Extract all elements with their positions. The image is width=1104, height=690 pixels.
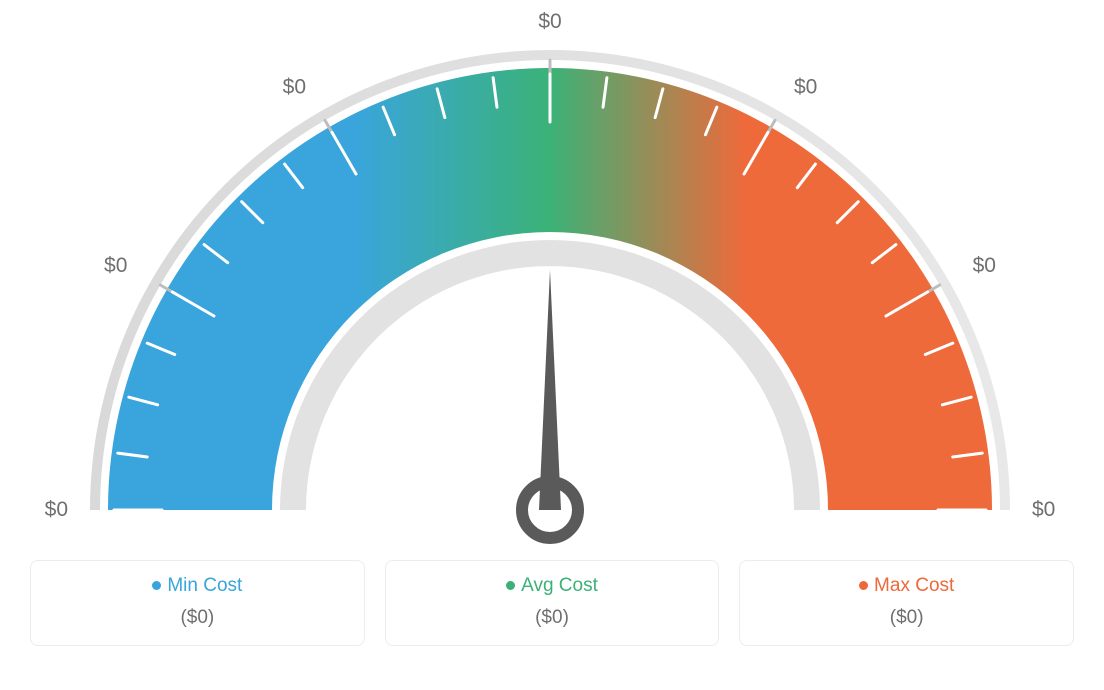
legend-card-avg: Avg Cost ($0) <box>385 560 720 646</box>
svg-text:$0: $0 <box>973 254 996 277</box>
gauge-svg: $0 $0 $0 $0 $0 $0 $0 <box>30 10 1074 550</box>
legend-label-avg-text: Avg Cost <box>521 575 598 596</box>
svg-text:$0: $0 <box>1032 498 1055 521</box>
legend-value-max: ($0) <box>750 607 1063 629</box>
svg-text:$0: $0 <box>538 10 561 33</box>
legend-label-avg: Avg Cost <box>396 575 709 597</box>
svg-text:$0: $0 <box>45 498 68 521</box>
legend-label-max-text: Max Cost <box>874 575 954 596</box>
dot-icon-avg <box>506 581 515 590</box>
legend-label-max: Max Cost <box>750 575 1063 597</box>
legend-row: Min Cost ($0) Avg Cost ($0) Max Cost ($0… <box>30 560 1074 646</box>
dot-icon-max <box>859 581 868 590</box>
legend-card-max: Max Cost ($0) <box>739 560 1074 646</box>
svg-text:$0: $0 <box>794 75 817 98</box>
dot-icon-min <box>152 581 161 590</box>
legend-label-min-text: Min Cost <box>167 575 242 596</box>
legend-label-min: Min Cost <box>41 575 354 597</box>
legend-value-avg: ($0) <box>396 607 709 629</box>
legend-value-min: ($0) <box>41 607 354 629</box>
svg-text:$0: $0 <box>104 254 127 277</box>
cost-gauge: $0 $0 $0 $0 $0 $0 $0 <box>30 10 1074 550</box>
svg-text:$0: $0 <box>283 75 306 98</box>
legend-card-min: Min Cost ($0) <box>30 560 365 646</box>
